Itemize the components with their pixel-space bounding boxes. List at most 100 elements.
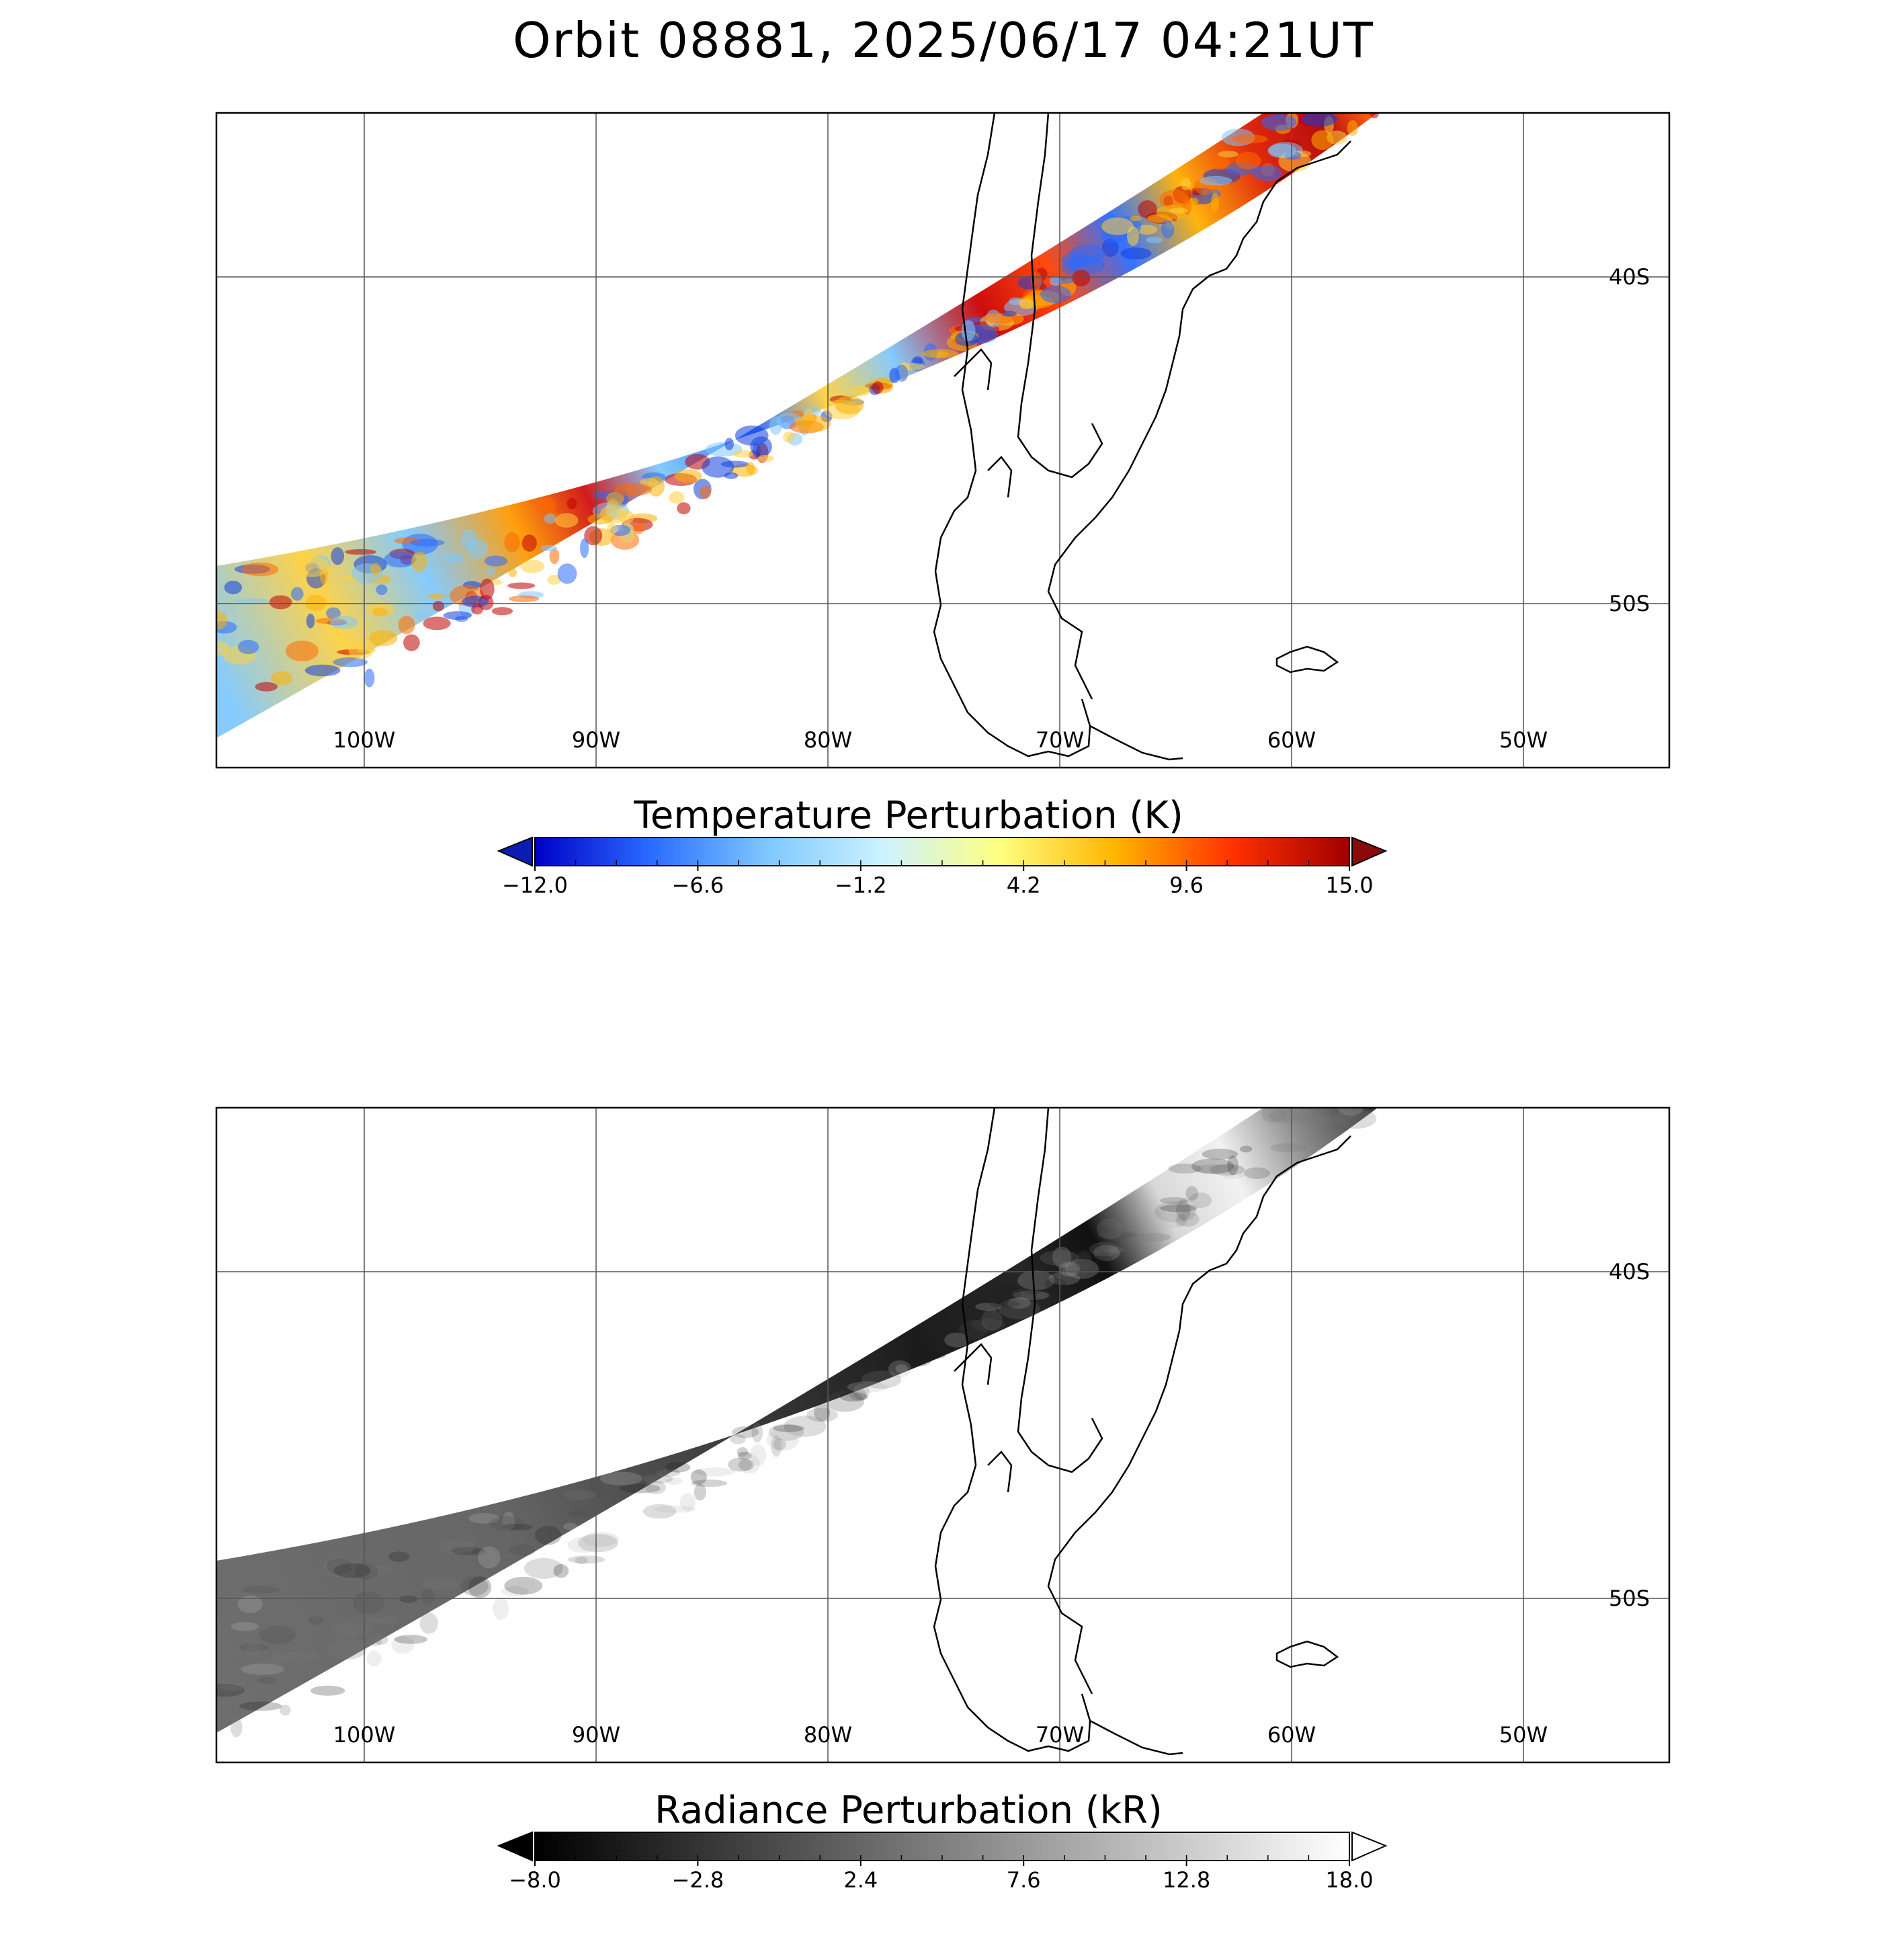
temperature-texture-blob (410, 538, 445, 547)
radiance-texture-blob (1052, 1246, 1072, 1268)
radiance-texture-blob (907, 1351, 946, 1360)
radiance-texture-blob (644, 1480, 666, 1495)
radiance-texture-blob (766, 1428, 799, 1451)
radiance-texture-blob (468, 1576, 492, 1598)
radiance-texture-blob (737, 1447, 749, 1457)
radiance-texture-blob (1268, 1110, 1302, 1122)
radiance-texture-blob (394, 1635, 428, 1644)
radiance-texture-blob (439, 1539, 475, 1554)
temperature-texture-blob (216, 641, 230, 656)
radiance-texture-blob (738, 1459, 755, 1471)
radiance-texture-blob (1007, 1297, 1031, 1309)
radiance-texture-blob (1089, 1241, 1119, 1257)
radiance-texture-blob (642, 1504, 677, 1519)
temperature-colorbar: Temperature Perturbation (K) −12.0 −6.6 −1… (497, 794, 1388, 898)
radiance-texture-blob (334, 1563, 371, 1578)
temperature-texture-blob (835, 395, 864, 415)
radiance-texture-blob (1036, 1273, 1056, 1280)
temperature-texture-blob (330, 615, 358, 629)
lon-tick-label: 60W (1267, 727, 1316, 753)
temperature-map-panel: 100W 90W 80W 70W 60W 50W 40S 50S (215, 112, 1671, 769)
temperature-texture-blob (757, 454, 774, 462)
radiance-texture-blob (1209, 1163, 1245, 1176)
radiance-texture-blob (567, 1510, 591, 1517)
lon-tick-label: 70W (1036, 1722, 1084, 1748)
temperature-texture-blob (1127, 226, 1139, 246)
colorbar-tick-label: 15.0 (1325, 872, 1373, 898)
gridlines-bottom (216, 1108, 1669, 1762)
temperature-texture-blob (398, 616, 415, 635)
temperature-texture-blob (507, 582, 536, 589)
temperature-texture-blob (922, 349, 959, 358)
gridlines-top (216, 113, 1669, 768)
radiance-texture-blob (1193, 1164, 1236, 1174)
radiance-texture-blob (583, 1532, 619, 1547)
temperature-texture-blob (357, 647, 376, 653)
radiance-texture-blob (367, 1564, 394, 1574)
temperature-texture-blob (677, 502, 691, 515)
radiance-texture-blob (768, 1424, 804, 1441)
radiance-texture-blob (575, 1557, 588, 1565)
radiance-texture-blob (773, 1438, 786, 1451)
radiance-texture-blob (421, 1588, 435, 1606)
radiance-texture-blob (259, 1625, 296, 1645)
temperature-texture-blob (1199, 175, 1232, 186)
temperature-texture-blob (290, 587, 304, 601)
radiance-texture-blob (784, 1416, 827, 1437)
radiance-texture-blob (751, 1422, 763, 1443)
radiance-texture-blob (825, 1391, 864, 1412)
lat-tick-label: 50S (1609, 591, 1650, 616)
temperature-texture-blob (479, 578, 495, 600)
radiance-texture-blob (1177, 1211, 1200, 1227)
radiance-texture-blob (391, 1636, 415, 1654)
temperature-texture-blob (224, 580, 243, 595)
radiance-texture-blob (1168, 1163, 1202, 1174)
radiance-texture-blob (619, 1483, 661, 1494)
radiance-texture-blob (1048, 1272, 1081, 1285)
radiance-texture-blob (691, 1479, 728, 1487)
temperature-texture-blob (443, 611, 472, 620)
radiance-swath-texture (216, 1108, 1377, 1738)
temperature-texture-blob (286, 641, 319, 661)
radiance-texture-blob (1065, 1258, 1099, 1279)
temperature-texture-blob (1253, 165, 1282, 181)
temperature-texture-blob (372, 608, 388, 616)
lon-tick-label: 80W (804, 727, 852, 753)
temperature-texture-blob (1001, 311, 1017, 317)
radiance-texture-blob (1013, 1291, 1050, 1301)
lat-tick-label: 50S (1609, 1586, 1650, 1611)
radiance-colorbar-label: Radiance Perturbation (kR) (655, 1789, 1163, 1832)
radiance-texture-blob (246, 1641, 261, 1659)
radiance-texture-blob (323, 1557, 356, 1578)
temperature-texture-blob (606, 491, 624, 506)
temperature-texture-blob (1232, 134, 1268, 144)
temperature-texture-blob (304, 664, 341, 677)
temperature-texture-blob (1049, 276, 1062, 286)
colorbar-tick-label: 9.6 (1169, 872, 1204, 898)
temperature-texture-blob (423, 616, 451, 630)
temperature-texture-blob (1040, 285, 1071, 304)
temperature-texture-blob (331, 547, 345, 565)
temperature-texture-blob (1101, 217, 1134, 235)
temperature-texture-blob (584, 526, 603, 546)
radiance-texture-blob (642, 1474, 673, 1483)
temperature-texture-blob (444, 553, 464, 564)
radiance-texture-blob (493, 1597, 509, 1620)
temperature-texture-blob (1235, 151, 1261, 170)
radiance-texture-blob (365, 1638, 382, 1646)
temperature-colorbar-under-arrow (497, 836, 533, 867)
temperature-texture-blob (1169, 208, 1189, 214)
radiance-texture-blob (534, 1525, 562, 1545)
radiance-texture-blob (1243, 1167, 1270, 1179)
temperature-texture-blob (580, 538, 589, 559)
radiance-map-panel: 100W 90W 80W 70W 60W 50W 40S 50S (215, 1106, 1671, 1764)
radiance-colorbar-ticks: −8.0 −2.8 2.4 7.6 12.8 18.0 (509, 1855, 1374, 1893)
temperature-texture-blob (1159, 190, 1189, 210)
radiance-texture-blob (1095, 1252, 1113, 1272)
radiance-texture-blob (553, 1563, 569, 1578)
lon-tick-label: 60W (1267, 1722, 1316, 1748)
temperature-swath-texture (216, 113, 1379, 692)
radiance-texture-blob (354, 1563, 378, 1580)
radiance-texture-blob (849, 1388, 867, 1401)
radiance-texture-blob (730, 1434, 746, 1444)
